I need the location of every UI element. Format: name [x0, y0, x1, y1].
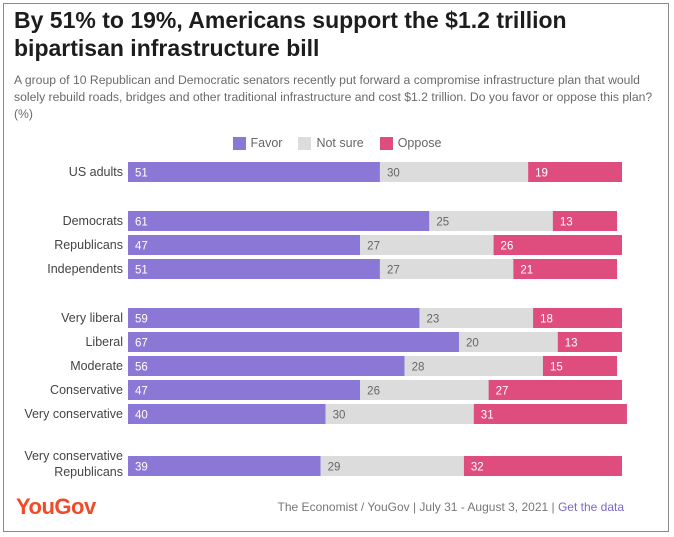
value-label-very-conservative-republicans-favor: 39 [135, 462, 148, 474]
bar-moderate-favor [128, 356, 405, 376]
category-label-liberal: Liberal [85, 335, 123, 349]
legend: Favor Not sure Oppose [0, 135, 674, 151]
category-label-republicans: Republicans [54, 238, 123, 252]
bar-conservative-not-sure [360, 380, 489, 400]
bar-very-liberal-oppose [533, 308, 622, 328]
source-text: The Economist / YouGov | July 31 - Augus… [277, 500, 558, 514]
value-label-very-conservative-republicans-oppose: 32 [471, 462, 484, 474]
value-label-us-adults-not-sure: 30 [387, 168, 400, 180]
value-label-democrats-not-sure: 25 [436, 217, 449, 229]
bar-conservative-oppose [488, 380, 622, 400]
bar-liberal-not-sure [458, 332, 558, 352]
bar-very-liberal-favor [128, 308, 420, 328]
get-the-data-link[interactable]: Get the data [557, 500, 624, 514]
value-label-moderate-oppose: 15 [550, 362, 563, 374]
bar-conservative-favor [128, 380, 361, 400]
legend-item-oppose: Oppose [379, 135, 442, 151]
bar-us-adults-not-sure [379, 162, 529, 182]
bar-republicans-not-sure [360, 235, 494, 255]
value-label-moderate-not-sure: 28 [412, 362, 425, 374]
value-label-very-conservative-favor: 40 [135, 410, 148, 422]
bar-very-conservative-republicans-not-sure [320, 456, 464, 476]
category-label-independents: Independents [47, 262, 123, 276]
source-line: The Economist / YouGov | July 31 - Augus… [278, 500, 624, 514]
category-label-democrats: Democrats [63, 214, 123, 228]
value-label-liberal-not-sure: 20 [466, 338, 479, 350]
value-label-us-adults-oppose: 19 [535, 168, 548, 180]
value-label-very-liberal-oppose: 18 [540, 314, 553, 326]
value-label-republicans-oppose: 26 [501, 241, 514, 253]
category-label-very-conservative-republicans-line-1: Very conservative [24, 449, 123, 463]
value-label-republicans-not-sure: 27 [367, 241, 380, 253]
chart-title: By 51% to 19%, Americans support the $1.… [14, 7, 567, 61]
value-label-republicans-favor: 47 [135, 241, 148, 253]
legend-item-favor: Favor [232, 135, 283, 151]
category-label-very-conservative-republicans-line-2: Republicans [54, 465, 123, 479]
bar-democrats-favor [128, 211, 430, 231]
bar-liberal-oppose [557, 332, 622, 352]
bar-very-conservative-not-sure [325, 404, 474, 424]
bar-very-conservative-republicans-favor [128, 456, 321, 476]
value-label-conservative-oppose: 27 [496, 386, 509, 398]
bar-democrats-not-sure [429, 211, 553, 231]
bar-liberal-favor [128, 332, 459, 352]
bar-republicans-oppose [493, 235, 622, 255]
value-label-very-conservative-not-sure: 30 [333, 410, 346, 422]
bar-democrats-oppose [552, 211, 618, 231]
bar-independents-favor [128, 259, 380, 279]
bar-very-conservative-republicans-oppose [463, 456, 622, 476]
legend-item-not-sure: Not sure [298, 135, 364, 151]
value-label-us-adults-favor: 51 [135, 168, 148, 180]
legend-swatch-oppose [379, 136, 393, 150]
chart-subtitle: A group of 10 Republican and Democratic … [14, 73, 653, 121]
value-label-conservative-not-sure: 26 [367, 386, 380, 398]
value-label-democrats-oppose: 13 [560, 217, 573, 229]
value-label-independents-oppose: 21 [520, 265, 533, 277]
bar-independents-oppose [513, 259, 618, 279]
value-label-very-conservative-oppose: 31 [481, 410, 494, 422]
value-label-independents-not-sure: 27 [387, 265, 400, 277]
value-label-independents-favor: 51 [135, 265, 148, 277]
value-label-very-liberal-favor: 59 [135, 314, 148, 326]
category-label-very-conservative: Very conservative [24, 407, 123, 421]
bar-moderate-not-sure [404, 356, 543, 376]
value-label-liberal-favor: 67 [135, 338, 148, 350]
bar-us-adults-oppose [528, 162, 622, 182]
bar-us-adults-favor [128, 162, 380, 182]
bar-very-liberal-not-sure [419, 308, 534, 328]
category-label-conservative: Conservative [50, 383, 123, 397]
legend-swatch-favor [232, 136, 246, 150]
bar-very-conservative-oppose [473, 404, 627, 424]
value-label-very-conservative-republicans-not-sure: 29 [328, 462, 341, 474]
yougov-logo: YouGov [16, 494, 96, 519]
category-label-us-adults: US adults [69, 165, 123, 179]
legend-label-oppose: Oppose [397, 136, 442, 150]
legend-label-not-sure: Not sure [316, 136, 364, 150]
value-label-liberal-oppose: 13 [565, 338, 578, 350]
value-label-democrats-favor: 61 [135, 217, 148, 229]
legend-label-favor: Favor [250, 136, 283, 150]
value-label-conservative-favor: 47 [135, 386, 148, 398]
bar-independents-not-sure [379, 259, 514, 279]
value-label-moderate-favor: 56 [135, 362, 148, 374]
bar-very-conservative-favor [128, 404, 326, 424]
value-label-very-liberal-not-sure: 23 [426, 314, 439, 326]
category-label-very-liberal: Very liberal [61, 311, 123, 325]
bar-republicans-favor [128, 235, 361, 255]
category-label-moderate: Moderate [70, 359, 123, 373]
bar-moderate-oppose [542, 356, 618, 376]
legend-swatch-not-sure [298, 136, 312, 150]
